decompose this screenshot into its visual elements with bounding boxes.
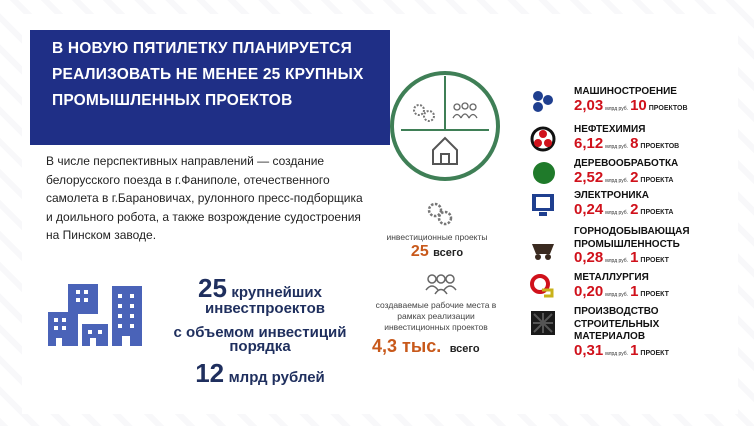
summary-amount: 12 <box>195 358 225 388</box>
people-icon <box>425 274 457 295</box>
summary-count-label: крупнейших <box>231 284 322 301</box>
mine-cart-icon <box>532 244 554 260</box>
biohazard-icon <box>530 126 556 152</box>
jobs-label: создаваемые рабочие места в рамках реали… <box>375 300 497 332</box>
ladle-icon <box>530 274 554 298</box>
projects-suffix: всего <box>433 247 464 259</box>
buildings-icon <box>48 284 142 346</box>
summary-volume-label: с объемом инвестиций <box>173 324 347 341</box>
sectors-circle-icon <box>390 71 500 181</box>
summary-volume-label2: порядка <box>229 338 291 355</box>
material-icon <box>531 311 555 335</box>
jobs-value: 4,3 тыс. <box>372 336 442 356</box>
projects-value: 25 <box>410 243 429 260</box>
gears-icon <box>427 202 453 226</box>
gears-icon <box>533 91 553 112</box>
summary-amount-unit: млрд рублей <box>228 369 325 386</box>
headline: В НОВУЮ ПЯТИЛЕТКУ ПЛАНИРУЕТСЯ РЕАЛИЗОВАТ… <box>30 30 390 145</box>
summary-count-label2: инвестпроектов <box>205 300 325 317</box>
jobs-suffix: всего <box>449 343 480 355</box>
monitor-icon <box>532 194 554 216</box>
tree-icon <box>533 162 555 184</box>
description-text: В числе перспективных направлений — созд… <box>46 154 363 242</box>
summary-count: 25 <box>198 273 227 303</box>
projects-label: инвестиционные проекты <box>386 232 488 242</box>
